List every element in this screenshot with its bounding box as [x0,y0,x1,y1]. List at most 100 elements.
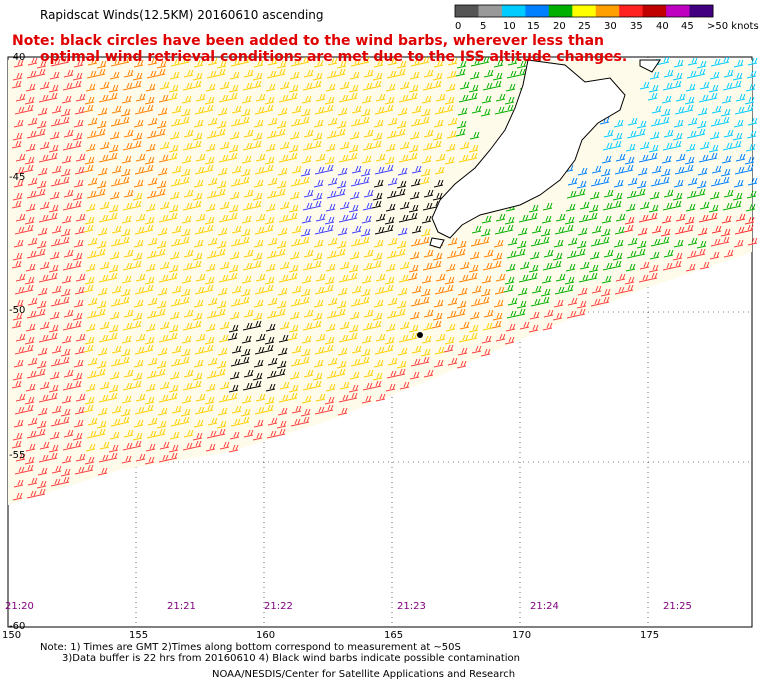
wind-barb [204,396,215,405]
wind-barb [239,416,250,425]
wind-barb [15,333,26,342]
wind-barb [290,298,301,307]
wind-barb [719,176,730,185]
wind-barb [614,166,625,175]
wind-barb [239,116,250,125]
wind-barb [266,70,277,79]
wind-barb [287,332,298,341]
wind-barb [408,84,419,93]
wind-barb [147,417,158,426]
wind-barb [179,416,190,425]
wind-barb [323,344,334,353]
wind-barb [471,105,482,114]
wind-barb [135,453,146,462]
wind-barb [600,168,611,177]
wind-barb [230,58,241,67]
wind-barb [384,96,395,105]
wind-barb [290,118,301,127]
wind-barb [230,118,241,127]
wind-barb [275,68,286,77]
wind-barb [119,356,130,365]
wind-barb [73,419,84,428]
wind-barb [409,371,420,380]
wind-barb [241,335,252,344]
wind-barb [275,188,286,197]
wind-barb [675,93,686,102]
wind-barb [323,404,334,413]
wind-barb [291,285,302,294]
wind-barb [735,93,746,102]
wind-barb [14,466,25,475]
wind-barb [601,215,612,224]
wind-barb [398,214,409,223]
wind-barb [168,384,179,393]
wind-barb [338,394,349,403]
wind-barb [215,308,226,317]
wind-barb [302,262,313,271]
wind-barb [13,119,24,128]
wind-barb [51,225,62,234]
wind-barb [396,120,407,129]
wind-barb [216,360,227,369]
wind-barb [687,117,698,126]
wind-barb [39,141,50,150]
wind-barb [157,407,168,416]
wind-barb [155,428,166,437]
wind-barb [288,264,299,273]
wind-barb [315,393,326,402]
wind-barb [313,299,324,308]
wind-barb [204,156,215,165]
wind-barb [395,368,406,377]
wind-barb [554,286,565,295]
wind-barb [528,204,539,213]
wind-barb [60,168,71,177]
wind-barb [134,106,145,115]
wind-barb [647,212,658,221]
wind-barb [193,239,204,248]
wind-barb [324,96,335,105]
wind-barb [27,477,38,486]
wind-barb [747,57,758,66]
wind-barb [731,140,742,149]
wind-barb [216,240,227,249]
wind-barb [575,248,586,257]
wind-barb [591,285,602,294]
wind-barb [217,287,228,296]
wind-barb [409,131,420,140]
wind-barb [624,276,635,285]
wind-barb [252,132,263,141]
wind-barb [471,225,482,234]
wind-barb [50,238,61,247]
wind-barb [120,408,131,417]
wind-barb [660,108,671,117]
stewart-island-outline [429,237,445,249]
wind-barb [504,216,515,225]
wind-barb [684,156,695,165]
wind-barb [359,56,370,65]
wind-barb [167,92,178,101]
wind-barb [651,225,662,234]
wind-barb [95,428,106,437]
lat-label-45: -45 [9,172,26,183]
wind-barb [13,239,24,248]
wind-barb [207,417,218,426]
wind-barb [26,370,37,379]
wind-barb [37,287,48,296]
wind-barb [228,324,239,333]
wind-barb [339,141,350,150]
wind-barb [87,417,98,426]
wind-barb [603,249,614,258]
wind-barb [84,336,95,345]
wind-barb [615,273,626,282]
wind-barb [49,71,60,80]
wind-barb [396,60,407,69]
legend-swatch [548,5,573,17]
wind-barb [217,107,228,116]
wind-barb [495,213,506,222]
wind-barb [228,84,239,93]
wind-barb [495,273,506,282]
wind-barb [218,334,229,343]
wind-barb [504,276,515,285]
wind-barb [599,296,610,305]
wind-barb [663,129,674,138]
